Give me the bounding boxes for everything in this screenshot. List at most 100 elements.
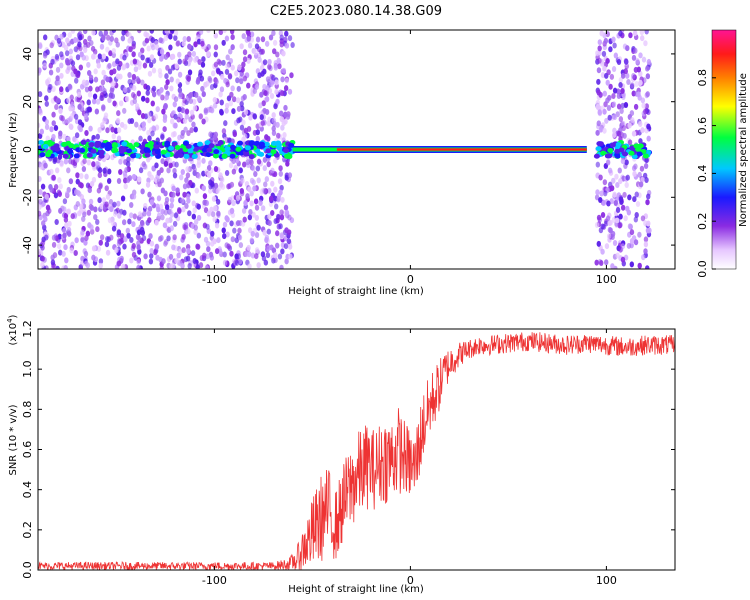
heatmap-cell [283, 85, 289, 92]
heatmap-cell [222, 233, 227, 240]
heatmap-cell [262, 59, 268, 66]
heatmap-cell [55, 97, 61, 104]
heatmap-cell [185, 172, 191, 179]
heatmap-cell [212, 134, 217, 141]
heatmap-cell [109, 206, 114, 213]
heatmap-cell [599, 260, 604, 267]
heatmap-cell [282, 131, 287, 138]
heatmap-cell [155, 106, 160, 113]
heatmap-cell [82, 158, 87, 165]
heatmap-cell [73, 113, 79, 120]
heatmap-cell [192, 98, 197, 105]
heatmap-cell [212, 187, 217, 194]
heatmap-cell [137, 176, 142, 183]
heatmap-cell [249, 237, 254, 244]
heatmap-cell [213, 44, 219, 51]
heatmap-cell [205, 240, 211, 247]
heatmap-cell [95, 226, 100, 233]
heatmap-cell [79, 182, 84, 189]
heatmap-cell [80, 229, 85, 236]
heatmap-cell [144, 37, 150, 44]
heatmap-cell [220, 176, 225, 183]
heatmap-cell [131, 193, 137, 200]
heatmap-cell [171, 244, 176, 251]
heatmap-cell [627, 139, 633, 146]
heatmap-cell [181, 40, 186, 47]
heatmap-cell [176, 252, 181, 259]
heatmap-cell [224, 68, 230, 75]
heatmap-cell [635, 58, 640, 65]
heatmap-cell [86, 69, 92, 76]
heatmap-cell [605, 215, 611, 222]
heatmap-cell [185, 255, 191, 262]
heatmap-cell [66, 64, 72, 71]
heatmap-cell [61, 141, 68, 147]
heatmap-cell [611, 132, 617, 139]
heatmap-cell [623, 215, 628, 222]
heatmap-cell [235, 77, 240, 84]
heatmap-cell [276, 57, 281, 64]
heatmap-cell [148, 258, 154, 265]
heatmap-cells [38, 30, 653, 269]
bottom-y-tick-label: 0.2 [21, 521, 34, 539]
heatmap-cell [625, 174, 630, 181]
heatmap-cell [281, 50, 286, 57]
heatmap-cell [77, 119, 83, 126]
heatmap-cell [221, 128, 227, 135]
heatmap-cell [114, 247, 119, 254]
heatmap-cell [150, 36, 155, 43]
heatmap-cell [60, 115, 65, 122]
heatmap-cell [50, 259, 56, 266]
heatmap-cell [267, 187, 272, 194]
heatmap-cell [77, 191, 82, 198]
heatmap-cell [239, 100, 244, 107]
heatmap-cell [284, 258, 289, 265]
heatmap-cell [164, 204, 170, 211]
heatmap-cell [39, 128, 45, 135]
heatmap-cell [253, 49, 258, 56]
heatmap-cell [42, 52, 48, 59]
heatmap-cell [53, 192, 59, 199]
heatmap-cell [92, 53, 97, 60]
heatmap-cell [187, 148, 194, 154]
heatmap-cell [600, 212, 606, 219]
heatmap-cell [140, 47, 145, 54]
heatmap-cell [112, 147, 119, 153]
heatmap-cell [59, 33, 64, 40]
heatmap-cell [618, 246, 623, 253]
heatmap-cell [268, 34, 274, 41]
heatmap-cell [596, 120, 601, 127]
heatmap-cell [146, 111, 152, 118]
heatmap-cell [47, 207, 52, 214]
heatmap-cell [63, 244, 68, 251]
heatmap-cell [230, 64, 235, 71]
heatmap-cell [128, 212, 134, 219]
heatmap-cell [129, 117, 135, 124]
heatmap-cell [643, 248, 648, 255]
heatmap-cell [252, 113, 257, 120]
heatmap-cell [132, 58, 138, 65]
heatmap-cell [250, 252, 256, 259]
heatmap-cell [260, 120, 265, 127]
heatmap-cell [171, 191, 176, 198]
heatmap-cell [187, 51, 192, 58]
heatmap-cell [160, 208, 165, 215]
colorbar-tick-label: 0.2 [696, 212, 709, 230]
heatmap-cell [645, 199, 650, 206]
heatmap-cell [270, 209, 275, 216]
heatmap-cell [268, 195, 274, 202]
heatmap-cell [225, 63, 230, 70]
heatmap-cell [191, 50, 197, 57]
heatmap-cell [631, 72, 636, 79]
heatmap-cell [201, 157, 206, 164]
heatmap-cell [169, 118, 175, 125]
heatmap-cell [631, 130, 637, 137]
heatmap-cell [284, 42, 290, 49]
heatmap-cell [247, 263, 252, 269]
heatmap-cell [641, 102, 646, 109]
heatmap-cell [147, 217, 152, 224]
heatmap-cell [153, 113, 159, 120]
heatmap-cell [625, 205, 630, 212]
heatmap-cell [150, 44, 156, 51]
heatmap-cell [185, 193, 191, 200]
